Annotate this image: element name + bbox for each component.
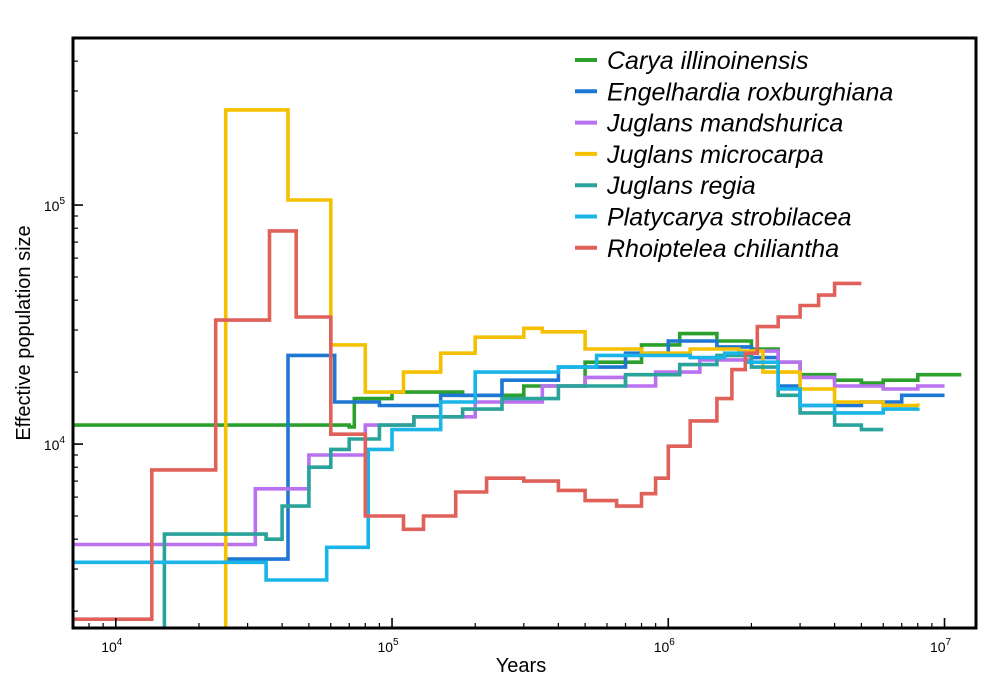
series-layer <box>73 108 962 628</box>
plot-frame <box>71 36 978 630</box>
x-tick-label: 105 <box>377 637 399 655</box>
legend-label-1: Engelhardia roxburghiana <box>607 78 893 106</box>
series-line-4 <box>162 353 884 628</box>
x-tick-label: 106 <box>654 637 676 655</box>
x-tick-label: 104 <box>101 637 123 655</box>
x-axis-label: Years <box>496 655 546 677</box>
x-tick-label: 107 <box>930 637 952 655</box>
y-axis-label: Effective population size <box>13 225 35 440</box>
legend-label-4: Juglans regia <box>606 172 756 200</box>
series-line-3 <box>223 108 920 628</box>
y-tick-labels: 104 105 <box>44 196 66 453</box>
y-tick-label: 105 <box>44 196 66 214</box>
legend-label-2: Juglans mandshurica <box>606 110 843 138</box>
legend-label-0: Carya illinoinensis <box>607 47 808 75</box>
series-line-0 <box>73 331 962 429</box>
legend-label-3: Juglans microcarpa <box>606 141 824 169</box>
y-tick-label: 104 <box>44 435 66 453</box>
legend: Carya illinoinensis Engelhardia roxburghi… <box>575 47 893 263</box>
x-tick-labels: 104 105 106 107 <box>101 637 951 655</box>
legend-label-5: Platycarya strobilacea <box>607 204 852 232</box>
legend-label-6: Rhoiptelea chiliantha <box>607 235 839 263</box>
series-line-6 <box>73 229 862 621</box>
tick-layer <box>72 37 946 628</box>
series-line-5 <box>73 351 920 582</box>
